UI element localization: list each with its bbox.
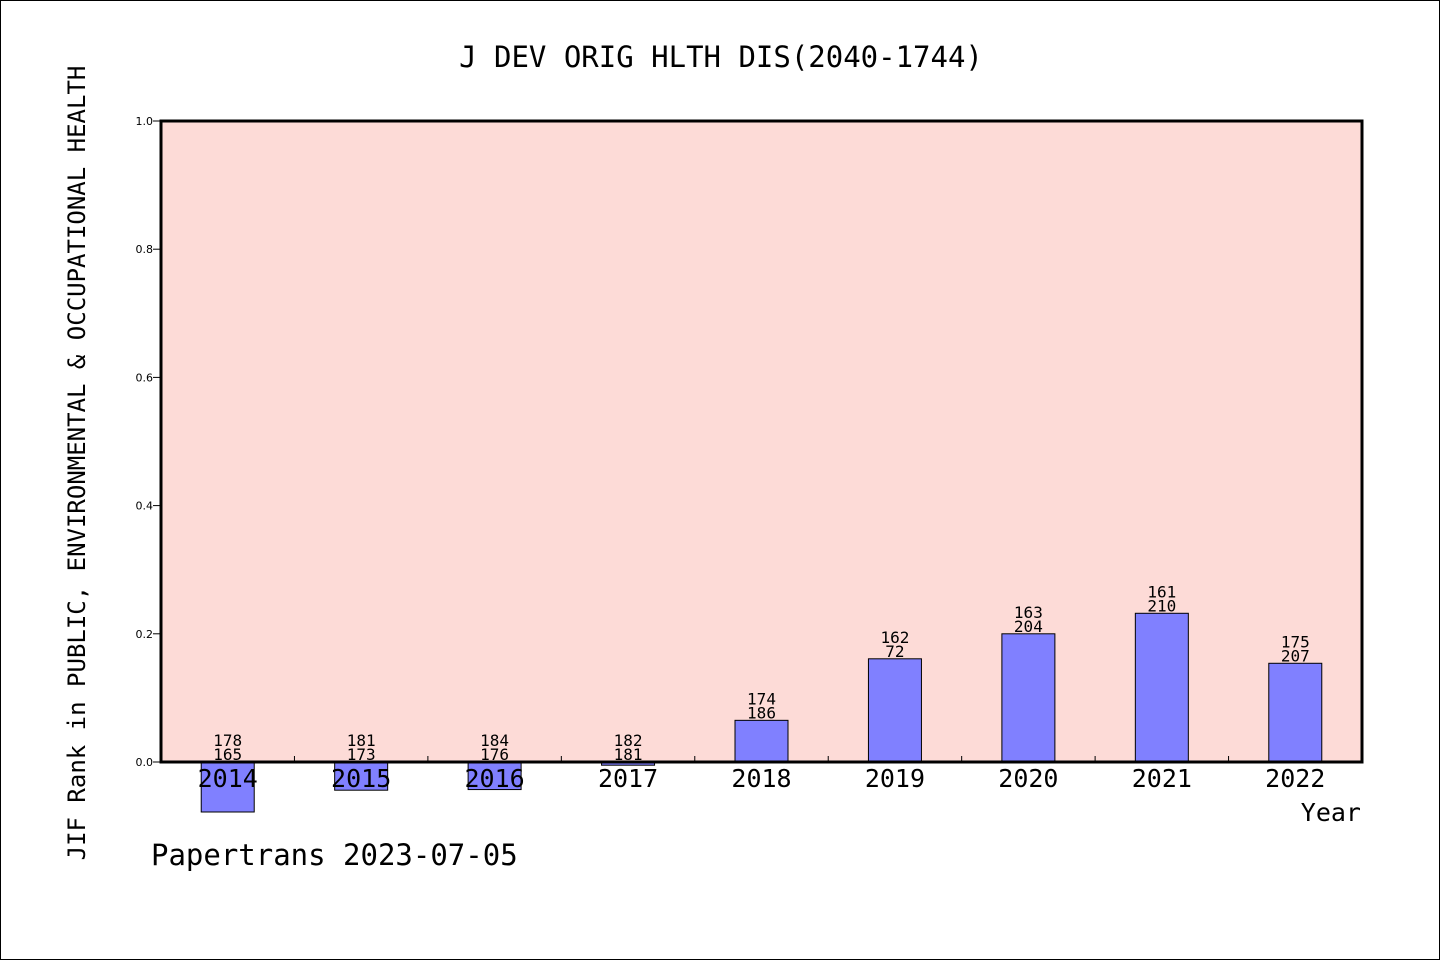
data-label-bottom: 204 <box>1014 617 1043 636</box>
x-axis-ticks: 2014 2015 2016 2017 2018 2019 2020 2021 2022 <box>198 756 1325 793</box>
x-tick-label: 2014 <box>198 764 258 793</box>
bar-2014 <box>200 761 255 813</box>
data-label-top: 178 <box>213 731 242 750</box>
y-tick-label: 0.4 <box>136 500 154 513</box>
x-tick-label: 2020 <box>998 764 1058 793</box>
data-label-bottom: 165 <box>213 745 242 764</box>
x-tick-label: 2015 <box>331 764 391 793</box>
y-tick-label: 0.6 <box>136 371 154 384</box>
y-tick-label: 1.0 <box>136 115 154 128</box>
x-tick-label: 2018 <box>731 764 791 793</box>
data-label-bottom: 186 <box>747 703 776 722</box>
data-label-bottom: 181 <box>614 745 643 764</box>
data-label-top: 184 <box>480 731 509 750</box>
bars-group <box>200 612 1323 813</box>
bar-2019 <box>867 658 922 763</box>
data-label-top: 182 <box>614 731 643 750</box>
data-label-top: 181 <box>347 731 376 750</box>
chart-title: J DEV ORIG HLTH DIS(2040-1744) <box>459 40 983 74</box>
y-axis-ticks: 0.0 0.2 0.4 0.6 0.8 1.0 <box>136 115 161 769</box>
bar-2018 <box>734 719 789 763</box>
data-label-bottom: 176 <box>480 745 509 764</box>
y-tick-label: 0.8 <box>136 243 154 256</box>
data-label-bottom: 210 <box>1147 596 1176 615</box>
data-labels: 1651781731811761841811821861747216220416… <box>213 582 1309 764</box>
data-label-bottom: 207 <box>1281 646 1310 665</box>
x-axis-label: Year <box>1301 798 1361 827</box>
bar-2016 <box>467 761 522 791</box>
x-tick-label: 2021 <box>1132 764 1192 793</box>
data-label-top: 162 <box>880 628 909 647</box>
data-label-top: 161 <box>1147 582 1176 601</box>
data-label-top: 175 <box>1281 632 1310 651</box>
x-tick-label: 2022 <box>1265 764 1325 793</box>
data-label-top: 174 <box>747 689 776 708</box>
bar-2022 <box>1268 662 1323 763</box>
y-tick-label: 0.0 <box>136 756 154 769</box>
x-tick-label: 2019 <box>865 764 925 793</box>
y-tick-label: 0.2 <box>136 628 154 641</box>
x-tick-label: 2016 <box>465 764 525 793</box>
plot-frame <box>159 119 1364 764</box>
y-axis-label: JIF Rank in PUBLIC, ENVIRONMENTAL & OCCU… <box>63 66 91 861</box>
data-label-bottom: 173 <box>347 745 376 764</box>
x-tick-label: 2017 <box>598 764 658 793</box>
data-label-bottom: 72 <box>885 642 904 661</box>
bar-2020 <box>1001 633 1056 763</box>
data-label-top: 163 <box>1014 603 1043 622</box>
footer-credit: Papertrans 2023-07-05 <box>151 838 518 872</box>
bar-2021 <box>1134 612 1189 763</box>
